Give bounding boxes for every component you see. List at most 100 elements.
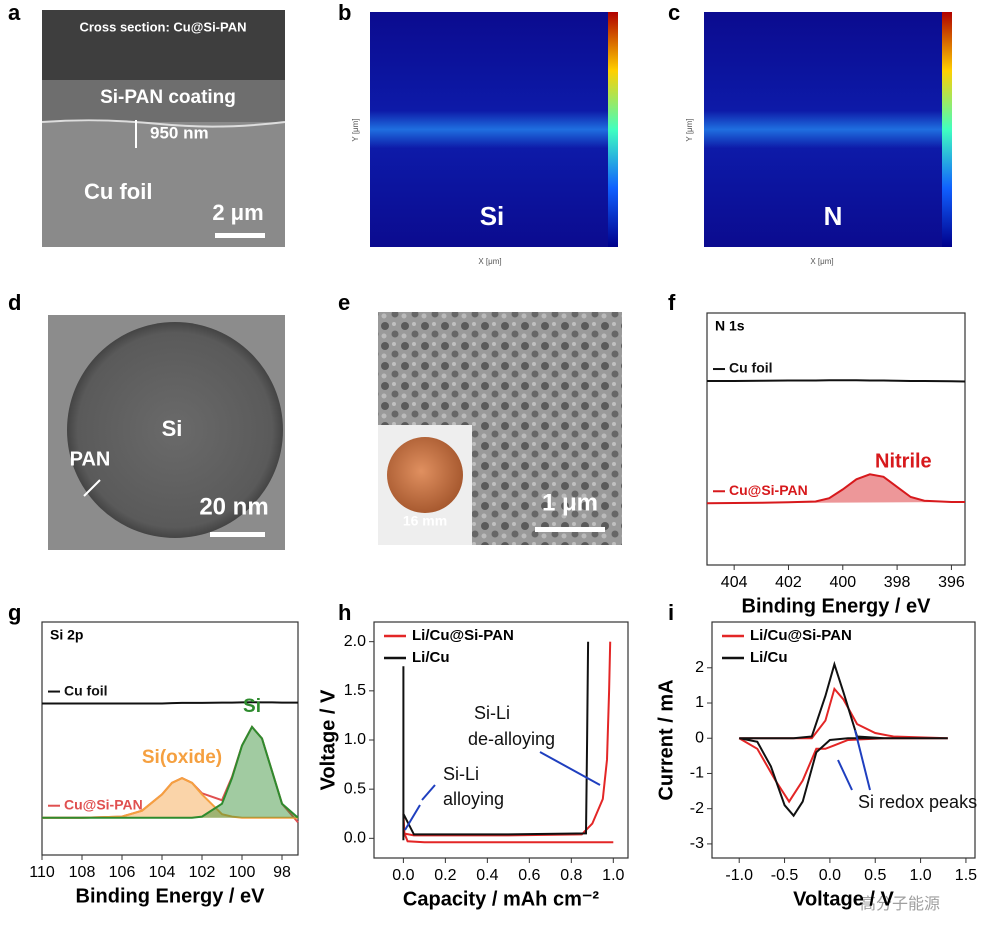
x-tick-label: 102 — [189, 864, 216, 881]
label: Si — [162, 416, 183, 441]
panel-label: a — [8, 0, 21, 25]
series-line — [42, 701, 298, 705]
x-tick-label: 400 — [829, 574, 856, 591]
x-tick-label: 398 — [884, 574, 911, 591]
arrow — [404, 804, 421, 831]
y-tick-label: -2 — [690, 800, 704, 817]
scale-label: 2 μm — [212, 200, 263, 225]
y-tick-label: 0 — [695, 729, 704, 746]
panel-label: b — [338, 0, 351, 25]
x-tick-label: 0.4 — [476, 867, 498, 884]
element-label: Si — [480, 201, 505, 231]
panel-label: e — [338, 290, 350, 315]
y-tick-label: -3 — [690, 835, 704, 852]
plot-frame — [706, 312, 966, 566]
y-tick-label: -1 — [690, 765, 704, 782]
x-tick-label: 0.5 — [864, 867, 886, 884]
panel-a: Cross section: Cu@Si-PAN Si-PAN coating … — [41, 10, 286, 247]
plot-frame — [41, 621, 299, 856]
annotation: alloying — [443, 789, 504, 809]
x-axis-label: Binding Energy / eV — [742, 595, 932, 617]
axis-label: Y [μm] — [351, 118, 360, 141]
colorbar — [942, 12, 952, 247]
x-tick-label: 0.0 — [392, 867, 414, 884]
axis-label: X [μm] — [478, 257, 501, 266]
x-axis-label: Capacity / mAh cm⁻² — [403, 888, 600, 910]
y-axis-label: Current / mA — [655, 679, 677, 800]
element-map — [704, 12, 942, 247]
scale-bar — [215, 233, 265, 238]
panel-labels: a b c d e f g h i — [8, 0, 680, 625]
x-tick-label: 396 — [938, 574, 965, 591]
plot-frame — [711, 621, 976, 859]
series-line — [402, 641, 590, 841]
x-tick-label: 1.0 — [602, 867, 624, 884]
x-tick-label: -0.5 — [771, 867, 799, 884]
series-line — [707, 379, 966, 383]
y-axis-label: Voltage / V — [317, 689, 339, 790]
legend-label: Li/Cu — [750, 649, 788, 666]
x-tick-label: 106 — [109, 864, 136, 881]
scale-label: 16 mm — [403, 513, 447, 529]
annotation: de-alloying — [468, 729, 555, 749]
series-area — [42, 726, 298, 818]
y-tick-label: 0.5 — [344, 780, 366, 797]
scale-bar — [210, 532, 265, 537]
series-line — [738, 686, 948, 804]
panel-label: g — [8, 600, 21, 625]
scale-bar — [535, 527, 605, 532]
series-line — [42, 776, 298, 819]
label: 950 nm — [150, 123, 209, 142]
annotation: Si redox peaks — [858, 792, 977, 812]
x-tick-label: 1.5 — [955, 867, 977, 884]
series-line — [739, 660, 948, 818]
image-region — [42, 10, 285, 80]
legend-label: Li/Cu@Si-PAN — [750, 627, 852, 644]
label: PAN — [70, 448, 111, 470]
chart-title: Si 2p — [50, 627, 83, 643]
element-map — [370, 12, 608, 247]
annotation: Si-Li — [443, 764, 479, 784]
panel-label: c — [668, 0, 680, 25]
panel-b: Si Y [μm] X [μm] — [351, 12, 618, 266]
interface — [41, 119, 286, 128]
x-tick-label: 0.0 — [819, 867, 841, 884]
x-tick-label: 0.8 — [560, 867, 582, 884]
y-tick-label: 0.0 — [344, 830, 366, 847]
x-tick-label: 98 — [273, 864, 291, 881]
x-axis-label: Voltage / V — [793, 888, 894, 910]
series-label: Si(oxide) — [142, 747, 222, 768]
panel-c: N Y [μm] X [μm] — [685, 12, 952, 266]
annotation: Si-Li — [474, 703, 510, 723]
y-tick-label: 1.0 — [344, 731, 366, 748]
x-tick-label: 0.2 — [434, 867, 456, 884]
panel-label: d — [8, 290, 21, 315]
x-axis-label: Binding Energy / eV — [76, 885, 266, 907]
x-tick-label: 110 — [29, 864, 55, 881]
x-tick-label: 100 — [229, 864, 256, 881]
y-tick-label: 1 — [695, 694, 704, 711]
legend-label: Li/Cu — [412, 649, 450, 666]
arrow — [421, 784, 436, 801]
series-label: Si — [243, 696, 261, 717]
particle — [67, 322, 283, 538]
x-tick-label: 1.0 — [909, 867, 931, 884]
watermark: 高分子能源 — [860, 895, 940, 913]
caption: Cross section: Cu@Si-PAN — [79, 19, 246, 34]
series-label: Cu@Si-PAN — [64, 796, 143, 812]
label: Cu foil — [84, 179, 152, 204]
y-tick-label: 2 — [695, 659, 704, 676]
series-label: Cu foil — [729, 360, 773, 376]
arrow — [854, 729, 871, 791]
panel-label: f — [668, 290, 676, 315]
element-label: N — [824, 201, 843, 231]
image-region — [42, 80, 285, 122]
x-tick-label: 104 — [149, 864, 176, 881]
annotation: Nitrile — [875, 450, 932, 472]
x-tick-label: 402 — [775, 574, 802, 591]
x-tick-label: 108 — [69, 864, 96, 881]
panel-label: h — [338, 600, 351, 625]
scale-label: 20 nm — [199, 493, 268, 520]
series-label: Cu@Si-PAN — [729, 482, 808, 498]
